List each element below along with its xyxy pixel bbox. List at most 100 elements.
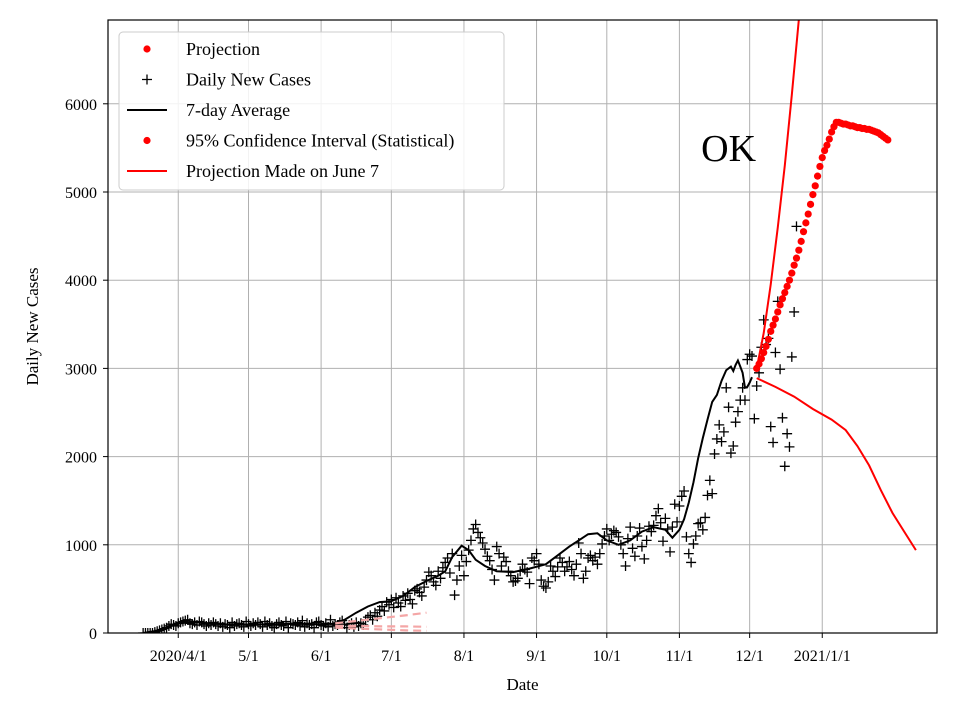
- x-tick-label: 8/1: [454, 648, 474, 665]
- confidence-band-line: [335, 626, 427, 632]
- daily-case-marker: [536, 575, 547, 586]
- projection-upper-line: [755, 20, 800, 369]
- legend-dot-icon: [143, 45, 151, 53]
- legend-label: Daily New Cases: [186, 70, 311, 90]
- projection-point: [806, 200, 815, 208]
- daily-case-marker: [407, 598, 418, 609]
- daily-case-marker: [416, 590, 427, 601]
- daily-case-marker: [601, 523, 612, 534]
- legend-label: 95% Confidence Interval (Statistical): [186, 131, 454, 152]
- projection-point: [825, 135, 833, 143]
- x-tick-label: 5/1: [238, 648, 258, 665]
- daily-case-marker: [238, 621, 249, 632]
- daily-case-marker: [566, 564, 577, 575]
- daily-case-marker: [665, 546, 676, 557]
- confidence-band-line: [335, 624, 427, 628]
- daily-case-marker: [620, 560, 631, 571]
- daily-case-marker: [672, 516, 683, 527]
- daily-case-marker: [473, 527, 484, 538]
- daily-case-marker: [686, 557, 697, 568]
- daily-case-marker: [550, 571, 561, 582]
- daily-case-marker: [444, 568, 455, 579]
- daily-case-marker: [531, 548, 542, 559]
- projection-point: [804, 210, 812, 218]
- daily-case-marker: [147, 628, 158, 633]
- legend: Projection Daily New Cases 7-day Average 95…: [118, 31, 505, 191]
- daily-case-marker: [266, 620, 277, 631]
- daily-case-marker: [648, 520, 659, 531]
- x-tick-label: 2020/4/1: [150, 648, 207, 665]
- daily-case-marker: [559, 566, 570, 577]
- daily-case-marker: [318, 620, 329, 631]
- daily-case-marker: [721, 382, 732, 393]
- projection-point: [792, 254, 801, 262]
- daily-case-marker: [489, 575, 500, 586]
- projection-point: [816, 162, 824, 171]
- daily-case-marker: [496, 560, 507, 571]
- daily-case-marker: [456, 550, 467, 561]
- daily-case-marker: [775, 364, 786, 375]
- projection-point: [785, 276, 794, 284]
- daily-case-marker: [653, 503, 664, 514]
- daily-case-marker: [711, 433, 722, 444]
- daily-case-marker: [639, 553, 650, 564]
- daily-case-marker: [746, 351, 757, 362]
- daily-case-marker: [718, 426, 729, 437]
- projection-point: [774, 308, 782, 316]
- daily-case-marker: [704, 475, 715, 486]
- daily-case-marker: [449, 590, 460, 601]
- projection-point: [811, 182, 819, 190]
- daily-case-marker: [419, 582, 430, 593]
- daily-case-marker: [451, 575, 462, 586]
- daily-case-marker: [641, 535, 652, 546]
- daily-case-marker: [777, 412, 788, 423]
- daily-case-marker: [552, 561, 563, 572]
- projection-point: [771, 315, 780, 323]
- daily-case-marker: [667, 522, 678, 533]
- legend-label: 7-day Average: [186, 100, 290, 120]
- daily-case-marker: [379, 605, 390, 616]
- projection-point: [776, 301, 784, 309]
- projection-point: [762, 342, 770, 350]
- daily-case-marker: [592, 559, 603, 570]
- daily-case-marker: [470, 519, 481, 530]
- daily-case-marker: [716, 436, 727, 447]
- legend-plus-icon: [142, 74, 152, 85]
- daily-case-marker: [658, 536, 669, 547]
- x-axis-label: Date: [506, 675, 538, 694]
- daily-case-marker: [765, 421, 776, 432]
- daily-case-marker: [580, 566, 591, 577]
- daily-case-marker: [688, 538, 699, 549]
- daily-case-marker: [714, 419, 725, 430]
- y-tick-label: 4000: [65, 273, 97, 290]
- legend-label: Projection: [186, 39, 260, 59]
- daily-case-marker: [140, 628, 151, 633]
- daily-case-marker: [475, 532, 486, 543]
- confidence-band-line: [335, 611, 427, 625]
- daily-case-marker: [510, 575, 521, 586]
- projection-point: [767, 327, 775, 335]
- daily-case-marker: [145, 628, 156, 633]
- daily-case-marker: [674, 500, 685, 511]
- legend-box: [118, 31, 505, 191]
- projection-point: [783, 282, 791, 290]
- daily-case-marker: [749, 413, 760, 424]
- daily-case-marker: [782, 428, 793, 439]
- daily-case-marker: [311, 617, 322, 628]
- daily-case-marker: [569, 570, 580, 581]
- projection-point: [823, 141, 831, 149]
- daily-case-marker: [700, 512, 711, 523]
- daily-case-marker: [597, 538, 608, 549]
- daily-case-marker: [613, 531, 624, 542]
- daily-case-marker: [702, 490, 713, 501]
- daily-case-marker: [540, 583, 551, 594]
- projection-point: [797, 237, 805, 245]
- y-tick-label: 2000: [65, 450, 97, 467]
- daily-case-marker: [618, 548, 629, 559]
- y-tick-label: 0: [89, 626, 97, 643]
- daily-case-marker: [611, 527, 622, 538]
- projection-point: [781, 288, 789, 297]
- projection-point: [790, 261, 798, 269]
- daily-case-marker: [707, 488, 718, 499]
